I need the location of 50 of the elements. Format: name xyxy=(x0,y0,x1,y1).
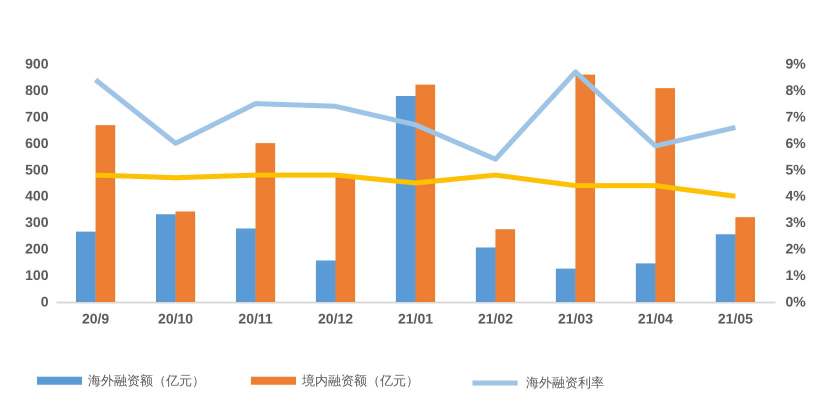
bar xyxy=(735,217,756,302)
bar xyxy=(655,88,676,302)
y2-tick-label: 4% xyxy=(786,188,806,204)
bar xyxy=(416,84,436,302)
y2-tick-label: 6% xyxy=(786,134,806,151)
bar xyxy=(556,268,576,302)
bar xyxy=(156,214,176,302)
legend-label: 海外融资额（亿元） xyxy=(88,372,205,388)
x-tick-label: 20/10 xyxy=(158,310,194,326)
y2-tick-label: 1% xyxy=(786,267,806,284)
x-tick-label: 21/05 xyxy=(718,310,754,326)
y-tick-label: 0 xyxy=(40,294,49,310)
bar xyxy=(575,74,596,302)
y-tick-label: 400 xyxy=(25,188,49,204)
y-tick-label: 700 xyxy=(25,108,49,124)
y2-tick-label: 3% xyxy=(786,214,806,230)
x-tick-label: 21/03 xyxy=(558,310,594,326)
y-tick-label: 300 xyxy=(25,214,49,230)
x-tick-label: 21/01 xyxy=(398,310,434,326)
y-tick-label: 800 xyxy=(25,82,49,98)
bar xyxy=(636,263,656,302)
x-tick-label: 20/12 xyxy=(318,310,354,326)
x-tick-label: 20/9 xyxy=(82,310,110,326)
bar xyxy=(176,212,196,302)
x-tick-label: 21/04 xyxy=(638,310,674,326)
y-tick-label: 500 xyxy=(25,161,49,178)
bar xyxy=(336,176,356,302)
bar xyxy=(236,228,256,302)
x-tick-label: 20/11 xyxy=(238,310,273,326)
y2-tick-label: 2% xyxy=(786,240,806,257)
bar xyxy=(396,96,416,302)
y-tick-label: 200 xyxy=(25,240,49,257)
y2-tick-label: 0% xyxy=(786,294,806,310)
bar xyxy=(495,229,516,302)
y-tick-label: 600 xyxy=(25,134,49,151)
y2-tick-label: 8% xyxy=(786,82,806,98)
y2-tick-label: 7% xyxy=(786,108,806,124)
bar xyxy=(476,248,496,302)
bar xyxy=(716,234,736,302)
y-tick-label: 900 xyxy=(25,56,49,72)
y2-tick-label: 5% xyxy=(786,161,806,178)
bar xyxy=(256,143,276,302)
bar xyxy=(76,232,96,302)
x-tick-label: 21/02 xyxy=(478,310,514,326)
legend-label: 海外融资利率 xyxy=(526,375,604,390)
bar xyxy=(96,125,116,302)
bar xyxy=(316,260,336,302)
y2-tick-label: 9% xyxy=(786,56,806,72)
legend-label: 境内融资额（亿元） xyxy=(301,372,419,388)
y-tick-label: 100 xyxy=(25,267,49,284)
